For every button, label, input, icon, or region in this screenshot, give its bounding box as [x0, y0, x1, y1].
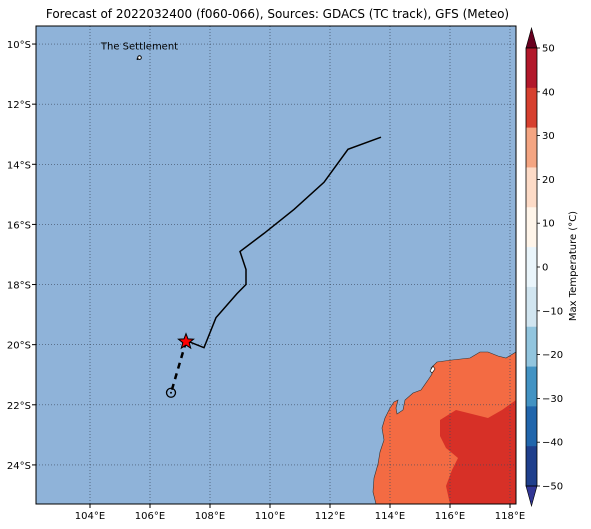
- forecast-track-line: [169, 341, 188, 394]
- settlement-marker: [136, 55, 142, 60]
- map-body: The Settlement: [36, 26, 516, 504]
- colorbar-band: [526, 167, 537, 208]
- colorbar-band: [526, 446, 537, 487]
- small-island: [429, 365, 436, 374]
- settlement-dot: [136, 58, 139, 60]
- x-tick-label: 106°E: [135, 511, 165, 522]
- colorbar-max-arrow: [525, 26, 538, 49]
- y-tick-label: 18°S: [7, 281, 31, 292]
- colorbar-band: [526, 48, 537, 89]
- forecast-dot: [170, 391, 172, 394]
- colorbar-tick-label: −50: [542, 482, 563, 493]
- settlement-label: The Settlement: [100, 42, 178, 53]
- colorbar-tick-label: 50: [542, 44, 555, 55]
- colorbar-tick-label: −30: [542, 394, 563, 405]
- colorbar-tick-label: 30: [542, 131, 555, 142]
- settlement-dot: [137, 55, 142, 60]
- colorbar-band: [526, 286, 537, 328]
- colorbar-band: [526, 127, 537, 168]
- colorbar-tick-label: 10: [542, 219, 555, 230]
- latitude-axis: 10°S 12°S 14°S 16°S 18°S 20°S 22°S 24°S: [7, 40, 36, 472]
- map-frame: [35, 25, 517, 505]
- map-title: Forecast of 2022032400 (f060-066), Sourc…: [45, 7, 510, 21]
- colorbar-tick-label: 20: [542, 175, 555, 186]
- colorbar-band: [526, 366, 537, 407]
- x-tick-label: 118°E: [495, 511, 525, 522]
- colorbar-tick-label: 40: [542, 87, 555, 98]
- colorbar-label: Max Temperature (°C): [568, 211, 579, 321]
- colorbar-tick-label: −40: [542, 438, 563, 449]
- colorbar-band: [526, 87, 537, 128]
- x-tick-label: 112°E: [315, 511, 345, 522]
- x-tick-label: 110°E: [255, 511, 285, 522]
- colorbar-band: [526, 247, 537, 288]
- x-tick-label: 104°E: [75, 511, 105, 522]
- colorbar-band: [526, 207, 537, 248]
- colorbar-band: [526, 406, 537, 447]
- x-tick-label: 114°E: [375, 511, 405, 522]
- colorbar-min-arrow: [525, 485, 538, 508]
- y-tick-label: 10°S: [7, 40, 31, 51]
- circle-dot-icon: [165, 387, 177, 398]
- x-tick-label: 108°E: [195, 511, 225, 522]
- colorbar-tick-label: −10: [542, 306, 563, 317]
- x-tick-label: 116°E: [435, 511, 465, 522]
- y-tick-label: 16°S: [7, 220, 31, 231]
- y-tick-label: 20°S: [7, 341, 31, 352]
- observed-track-line: [188, 136, 382, 349]
- colorbar-band: [526, 326, 537, 367]
- colorbar-tick-label: 0: [542, 263, 548, 274]
- forecast-circle: [165, 387, 177, 398]
- y-tick-label: 14°S: [7, 160, 31, 171]
- y-tick-label: 12°S: [7, 100, 31, 111]
- star-icon: [177, 332, 195, 350]
- colorbar-ticks: 50 40 30 20 10 0 −10 −20 −30 −40 −50: [537, 44, 563, 493]
- colorbar: [525, 26, 538, 508]
- hot-region: [440, 400, 516, 504]
- y-tick-label: 22°S: [7, 401, 31, 412]
- longitude-axis: 104°E 106°E 108°E 110°E 112°E 114°E 116°E 118°E: [75, 504, 525, 522]
- colorbar-tick-label: −20: [542, 350, 563, 361]
- y-tick-label: 24°S: [7, 461, 31, 472]
